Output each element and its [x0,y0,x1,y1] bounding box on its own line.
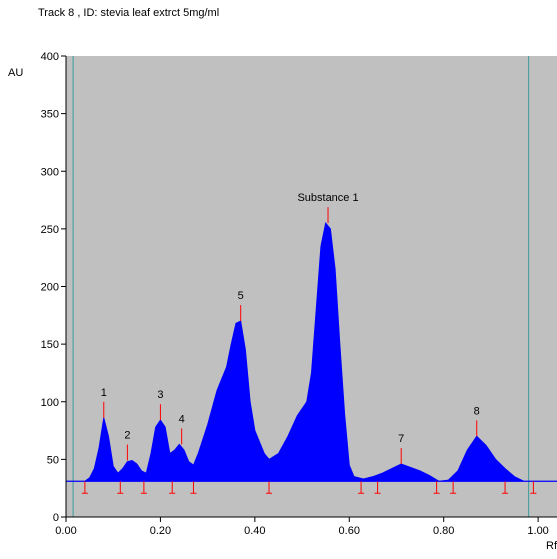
peak-label: 3 [157,389,163,401]
y-tick-label: 100 [41,397,59,409]
peak-label: Substance 1 [297,192,358,204]
y-tick-label: 350 [41,109,59,121]
peak-boundary [117,481,124,494]
y-tick-label: 300 [41,166,59,178]
y-tick-label: 200 [41,282,59,294]
y-tick-label: 400 [41,51,59,63]
peak-boundary [502,481,509,494]
x-tick-label: 0.20 [150,525,171,537]
y-tick-label: 0 [53,512,59,524]
peak-boundary [374,481,381,494]
peak-boundary [530,481,537,494]
peak-boundary [433,481,440,494]
x-tick-label: 1.00 [527,525,548,537]
chart-title: Track 8 , ID: stevia leaf extrct 5mg/ml [38,7,219,19]
peak-boundary [266,481,273,494]
peak-boundary [358,481,365,494]
peak-label: 5 [238,290,244,302]
peak-boundary [140,481,147,494]
y-tick-label: 50 [47,454,59,466]
x-tick-label: 0.00 [55,525,76,537]
peak-boundary [190,481,197,494]
peak-label: 4 [179,413,185,425]
peak-boundary [450,481,457,494]
y-tick-label: 250 [41,224,59,236]
peak-boundary [81,481,88,494]
peak-label: 7 [398,433,404,445]
x-tick-label: 0.60 [339,525,360,537]
x-tick-label: 0.80 [433,525,454,537]
x-tick-label: 0.40 [244,525,265,537]
peak-label: 8 [474,405,480,417]
y-tick-label: 150 [41,339,59,351]
peak-label: 1 [101,387,107,399]
peak-boundary [169,481,176,494]
x-axis-label: Rf [546,540,557,552]
peak-label: 2 [124,430,130,442]
y-axis-label: AU [8,67,23,79]
